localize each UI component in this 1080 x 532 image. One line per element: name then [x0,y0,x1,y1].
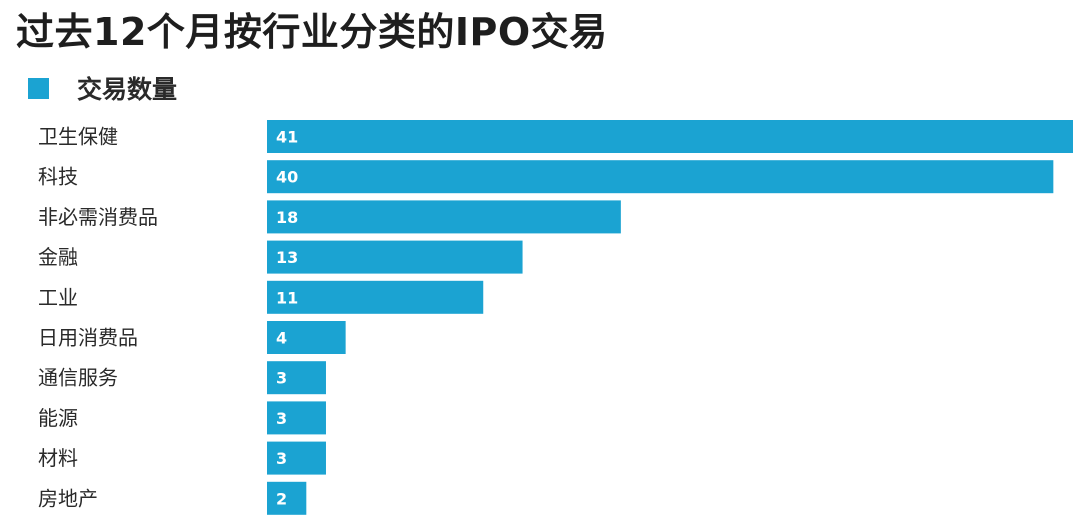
bar-value-label: 40 [276,168,298,187]
bar-value-label: 13 [276,248,298,267]
legend-label: 交易数量 [77,75,178,104]
bar [267,240,523,274]
category-label: 非必需消费品 [38,205,158,229]
category-label: 科技 [38,165,78,189]
bar [267,120,1073,153]
legend-swatch [28,77,49,99]
bar [267,481,307,515]
bar [267,160,1054,194]
bar-value-label: 18 [276,208,298,227]
category-label: 能源 [38,406,78,430]
category-label: 日用消费品 [38,326,138,350]
bar [267,361,326,395]
category-label: 房地产 [38,486,98,510]
bar [267,200,621,234]
category-label: 材料 [38,446,78,470]
bar-value-label: 4 [276,329,287,348]
legend: 交易数量 [28,70,177,106]
category-label: 卫生保健 [38,125,118,149]
bar-value-label: 3 [276,449,287,468]
bar [267,441,326,475]
bar [267,321,346,354]
bar-value-label: 41 [276,128,298,147]
category-label: 金融 [38,245,78,269]
bar-value-label: 11 [276,288,298,307]
category-label: 工业 [38,285,78,309]
bar [267,280,484,314]
bar-value-label: 3 [276,369,287,388]
bar-value-label: 2 [276,489,287,508]
chart-title: 过去12个月按行业分类的IPO交易 [16,10,608,54]
category-label: 通信服务 [38,366,118,390]
bar-value-label: 3 [276,409,287,428]
bar [267,401,326,435]
